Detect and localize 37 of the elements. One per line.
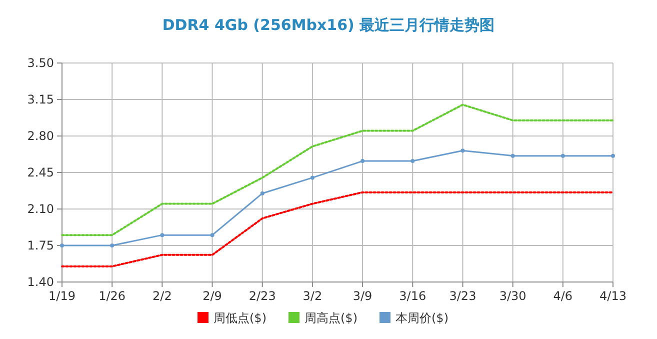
x-tick-label: 1/26 [98, 289, 126, 303]
x-tick-label: 2/9 [202, 289, 222, 303]
point [60, 244, 64, 248]
x-tick-label: 3/2 [302, 289, 322, 303]
y-tick-label: 2.80 [27, 129, 54, 143]
point [611, 154, 615, 158]
point [110, 244, 114, 248]
x-tick-label: 3/30 [499, 289, 526, 303]
x-tick-label: 1/19 [48, 289, 76, 303]
point [510, 154, 515, 158]
y-tick-label: 3.15 [27, 92, 54, 106]
point [360, 159, 365, 164]
point [160, 233, 164, 238]
x-tick-label: 2/2 [152, 289, 172, 303]
point [210, 233, 214, 238]
y-tick-label: 2.10 [27, 202, 54, 216]
y-tick-label: 1.40 [27, 275, 54, 289]
line-series [61, 104, 614, 236]
chart-title: DDR4 4Gb (256Mbx16) 最近三月行情走势图 [162, 16, 495, 34]
x-tick-label: 4/13 [600, 289, 626, 303]
point [560, 154, 565, 158]
x-tick-label: 3/16 [399, 289, 426, 303]
point [410, 159, 415, 164]
x-tick-label: 3/9 [352, 289, 372, 303]
legend-label: 本周价($) [396, 311, 448, 325]
line-series [61, 191, 614, 268]
point [260, 191, 264, 196]
y-tick-label: 3.50 [27, 56, 54, 70]
y-tick-label: 1.75 [27, 238, 54, 252]
x-tick-label: 3/23 [449, 289, 476, 303]
legend-label: 周低点($) [214, 311, 266, 325]
x-tick-label: 2/23 [248, 289, 276, 303]
point [310, 176, 314, 180]
y-tick-label: 2.45 [27, 166, 54, 180]
x-tick-label: 4/6 [553, 289, 573, 303]
legend-label: 周高点($) [304, 311, 358, 325]
point [460, 148, 465, 153]
